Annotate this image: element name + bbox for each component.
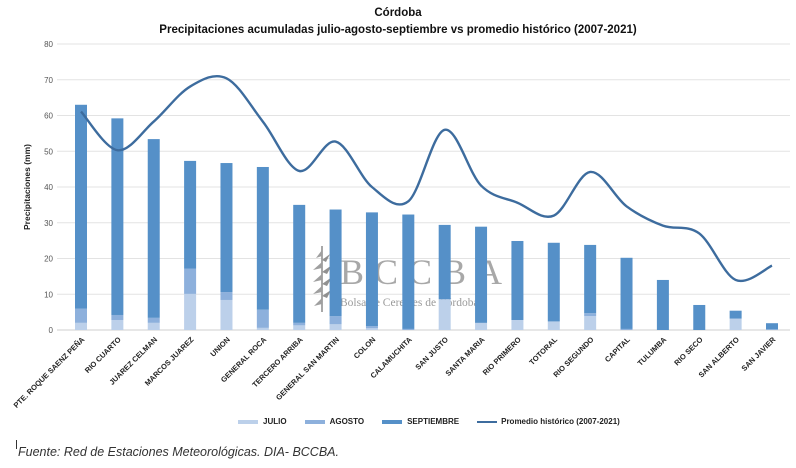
legend: JULIO AGOSTO SEPTIEMBRE Promedio históri… [238, 417, 638, 426]
bar-septiembre [475, 226, 488, 323]
bar-julio [511, 319, 524, 330]
bar-julio [293, 325, 306, 330]
bar-septiembre [656, 279, 669, 330]
bar-septiembre [75, 104, 87, 309]
bar-julio [584, 316, 597, 330]
legend-item-septiembre: SEPTIEMBRE [382, 417, 459, 426]
bar-septiembre [111, 118, 124, 315]
x-tick-label: RIO CUARTO [83, 335, 123, 375]
bar-julio [729, 318, 742, 330]
bar-julio [220, 299, 233, 330]
series-line-promedio [80, 74, 773, 283]
y-tick-label: 50 [44, 147, 53, 156]
bar-julio [256, 327, 269, 330]
chart-title: Córdoba [374, 7, 422, 19]
bar-julio [547, 321, 560, 330]
bar-agosto [620, 328, 633, 330]
bar-julio [111, 319, 124, 330]
x-tick-label: COLON [352, 335, 378, 361]
bar-septiembre [184, 160, 197, 269]
legend-item-agosto: AGOSTO [304, 417, 365, 426]
bar-septiembre [329, 209, 342, 317]
legend-swatch-julio [238, 419, 258, 424]
legend-item-promedio: Promedio histórico (2007-2021) [477, 417, 620, 426]
legend-item-julio: JULIO [238, 417, 287, 426]
y-tick-label: 60 [44, 112, 53, 121]
bar-agosto [184, 268, 197, 294]
bars [75, 104, 778, 330]
bar-agosto [75, 308, 87, 323]
bar-septiembre [402, 214, 415, 329]
y-tick-label: 80 [44, 40, 53, 49]
bar-julio [365, 328, 378, 330]
y-tick-label: 40 [44, 183, 53, 192]
bar-agosto [329, 316, 342, 325]
chart-subtitle: Precipitaciones acumuladas julio-agosto-… [159, 24, 637, 36]
bar-septiembre [511, 240, 524, 320]
y-tick-label: 70 [44, 76, 53, 85]
bar-agosto [766, 329, 778, 330]
x-tick-label: SAN JAVIER [740, 335, 778, 373]
x-tick-label: RIO SECO [672, 335, 704, 367]
x-tick-label: RIO PRIMERO [481, 335, 523, 377]
bar-julio [329, 324, 342, 330]
bar-agosto [584, 313, 597, 317]
source-note: Fuente: Red de Estaciones Meteorológicas… [18, 445, 339, 459]
bar-julio [184, 293, 197, 330]
x-tick-label: UNION [208, 335, 231, 358]
bar-septiembre [365, 212, 378, 327]
legend-swatch-agosto [304, 419, 325, 424]
bar-julio [438, 299, 451, 330]
bar-septiembre [293, 204, 306, 323]
bar-septiembre [620, 257, 633, 329]
bar-julio [475, 322, 488, 330]
bar-agosto [402, 328, 415, 330]
bar-septiembre [729, 310, 742, 319]
x-tick-label: PTE. ROQUE SAENZ PEÑA [12, 335, 87, 410]
wheat-logo-icon [313, 246, 332, 312]
legend-swatch-promedio [477, 420, 498, 423]
text-cursor [16, 440, 17, 449]
y-tick-label: 30 [44, 219, 53, 228]
bar-agosto [293, 322, 306, 326]
bar-septiembre [147, 139, 160, 318]
bar-agosto [256, 309, 269, 328]
legend-label-septiembre: SEPTIEMBRE [407, 417, 460, 426]
legend-label-julio: JULIO [263, 417, 287, 426]
bar-septiembre [220, 163, 233, 293]
legend-label-agosto: AGOSTO [329, 417, 365, 426]
bar-julio [147, 322, 160, 330]
y-tick-labels: 0 10 20 30 40 50 60 70 80 [44, 40, 53, 335]
y-tick-label: 20 [44, 255, 53, 264]
bar-septiembre [766, 323, 778, 330]
y-tick-label: 10 [44, 290, 53, 299]
y-tick-label: 0 [49, 326, 54, 335]
bar-julio [75, 322, 87, 330]
bar-agosto [220, 292, 233, 300]
bar-agosto [111, 314, 124, 320]
y-axis-label: Precipitaciones (mm) [22, 144, 32, 230]
bar-agosto [147, 317, 160, 323]
bar-septiembre [584, 244, 597, 314]
x-tick-label: CAPITAL [603, 335, 632, 364]
x-tick-label: TOTORAL [527, 335, 559, 367]
bar-septiembre [693, 304, 706, 330]
x-tick-label: SAN JUSTO [413, 335, 450, 372]
bar-septiembre [547, 242, 560, 322]
legend-swatch-septiembre [382, 419, 403, 424]
x-tick-label: GENERAL SAN MARTIN [274, 335, 341, 402]
bar-septiembre [438, 224, 451, 300]
bar-agosto [365, 326, 378, 329]
legend-label-promedio: Promedio histórico (2007-2021) [501, 417, 620, 426]
bar-septiembre [256, 166, 269, 310]
x-tick-label: TULUMBA [636, 335, 669, 368]
